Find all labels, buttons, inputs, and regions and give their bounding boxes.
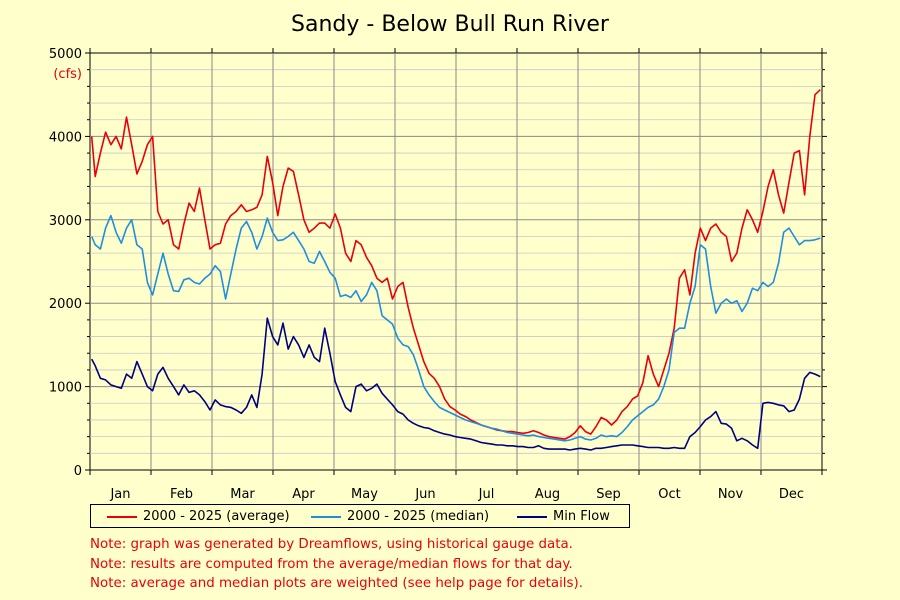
legend: 2000 - 2025 (average) 2000 - 2025 (media… (90, 504, 630, 528)
series-line-0 (90, 89, 821, 440)
x-tick-label: Aug (535, 487, 560, 502)
x-tick-label: May (351, 487, 378, 502)
x-tick-label: Jan (109, 487, 130, 502)
y-tick-label: 1000 (49, 381, 82, 396)
x-tick-label: Sep (596, 487, 621, 502)
legend-label-median: 2000 - 2025 (median) (347, 509, 490, 524)
legend-swatch-minflow (517, 515, 547, 518)
legend-swatch-median (311, 515, 341, 518)
y-tick-label: 4000 (49, 130, 82, 145)
series-lines (90, 89, 821, 451)
grid (89, 52, 823, 471)
chart-title: Sandy - Below Bull Run River (291, 12, 609, 37)
x-tick-label: Jun (414, 487, 435, 502)
x-tick-label: Jul (478, 487, 495, 502)
y-tick-label: 5000 (49, 47, 82, 62)
legend-label-minflow: Min Flow (553, 509, 610, 524)
x-tick-label: Nov (718, 487, 744, 502)
legend-item-average: 2000 - 2025 (average) (107, 509, 290, 524)
x-tick-label: Apr (292, 487, 315, 502)
note-line: Note: graph was generated by Dreamflows,… (90, 537, 573, 552)
x-tick-label: Feb (170, 487, 193, 502)
x-tick-label: Oct (658, 487, 680, 502)
note-line: Note: average and median plots are weigh… (90, 576, 583, 591)
y-unit-label: (cfs) (53, 67, 82, 82)
series-line-1 (90, 214, 821, 442)
y-tick-label: 0 (74, 464, 82, 479)
x-tick-label: Dec (779, 487, 804, 502)
legend-item-median: 2000 - 2025 (median) (311, 509, 489, 524)
notes: Note: graph was generated by Dreamflows,… (90, 535, 583, 594)
legend-label-average: 2000 - 2025 (average) (143, 509, 290, 524)
series-line-2 (90, 317, 821, 451)
legend-item-minflow: Min Flow (517, 509, 610, 524)
y-tick-label: 3000 (49, 214, 82, 229)
x-tick-label: Mar (230, 487, 255, 502)
note-line: Note: results are computed from the aver… (90, 556, 573, 572)
y-tick-label: 2000 (49, 297, 82, 312)
axes: 0 1000 2000 3000 4000 5000 (cfs) Jan Feb Mar Apr Ma… (49, 47, 827, 502)
legend-swatch-average (107, 515, 137, 518)
